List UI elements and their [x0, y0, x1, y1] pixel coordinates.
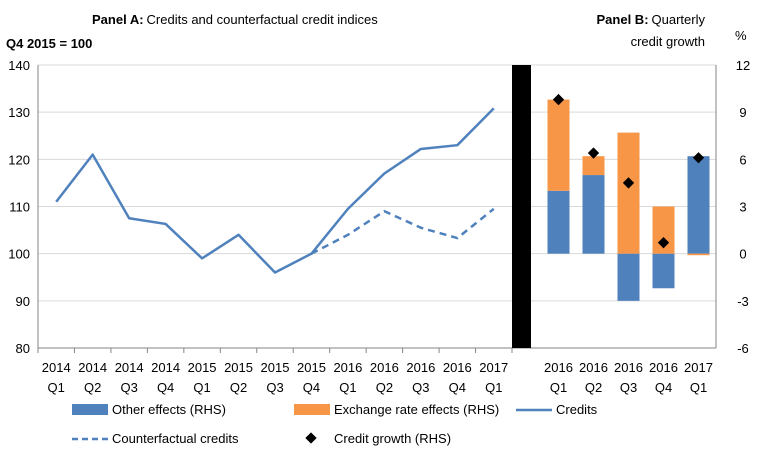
y-tick-label-right: 0	[739, 247, 746, 262]
x-tick-label-a-quarter: Q1	[193, 380, 210, 395]
panel-b-ylabel: %	[735, 28, 747, 43]
x-tick-label-a-year: 2016	[443, 360, 472, 375]
panel-b-title-line2: credit growth	[631, 34, 705, 49]
x-tick-label-b-year: 2017	[684, 360, 713, 375]
y-tick-label-left: 90	[16, 294, 30, 309]
bar-exchange-rate-2017-q1	[687, 253, 710, 256]
y-tick-label-left: 140	[8, 58, 30, 73]
x-tick-label-a-year: 2015	[297, 360, 326, 375]
x-tick-label-b-quarter: Q3	[620, 380, 637, 395]
legend-swatch-other-effects	[72, 404, 108, 415]
series-line-credits	[55, 107, 495, 274]
credit-growth-marker-2016-q2	[587, 147, 600, 159]
x-tick-label-a-year: 2015	[224, 360, 253, 375]
panel-b-label: Panel B:	[597, 12, 649, 27]
bar-exchange-rate-2016-q3	[617, 132, 640, 254]
panel-b-title-line1: Panel B: Quarterly	[597, 12, 706, 27]
x-tick-label-b-year: 2016	[649, 360, 678, 375]
panel-a-label: Panel A:	[92, 12, 144, 27]
bar-other-effects-2016-q2	[582, 175, 605, 254]
x-tick-label-b-quarter: Q4	[655, 380, 672, 395]
x-tick-label-a-quarter: Q1	[485, 380, 502, 395]
bar-exchange-rate-2016-q2	[582, 156, 605, 176]
panel-a-title-text: Credits and counterfactual credit indice…	[147, 12, 379, 27]
y-tick-label-right: 9	[739, 105, 746, 120]
x-tick-label-b-year: 2016	[579, 360, 608, 375]
legend: Other effects (RHS) Exchange rate effect…	[72, 402, 598, 446]
x-tick-label-a-year: 2017	[479, 360, 508, 375]
x-tick-label-a-year: 2016	[333, 360, 362, 375]
y-tick-label-left: 80	[16, 341, 30, 356]
bar-exchange-rate-2016-q4	[652, 206, 675, 254]
panel-b-title-text1: Quarterly	[652, 12, 706, 27]
legend-label-exchange-rate: Exchange rate effects (RHS)	[334, 402, 499, 417]
legend-label-credit-growth: Credit growth (RHS)	[334, 431, 451, 446]
legend-swatch-credit-growth	[305, 432, 317, 444]
x-tick-label-a-quarter: Q4	[157, 380, 174, 395]
axes	[37, 65, 717, 353]
x-tick-label-a-quarter: Q2	[376, 380, 393, 395]
legend-swatch-exchange-rate	[294, 404, 330, 415]
bar-other-effects-2016-q1	[547, 190, 570, 254]
x-tick-label-a-quarter: Q1	[339, 380, 356, 395]
panel-a-title: Panel A: Credits and counterfactual credi…	[92, 12, 378, 27]
x-tick-label-a-quarter: Q3	[412, 380, 429, 395]
panel-a-ylabel: Q4 2015 = 100	[6, 36, 92, 51]
x-tick-label-a-year: 2014	[151, 360, 180, 375]
y-tick-label-left: 110	[9, 200, 30, 215]
legend-label-counterfactual: Counterfactual credits	[112, 431, 239, 446]
x-tick-label-a-quarter: Q2	[84, 380, 101, 395]
bar-other-effects-2016-q3	[617, 253, 640, 301]
y-tick-label-left: 130	[8, 105, 30, 120]
x-tick-label-a-year: 2015	[188, 360, 217, 375]
x-tick-label-a-year: 2014	[115, 360, 144, 375]
x-tick-label-a-quarter: Q1	[48, 380, 65, 395]
x-tick-label-a-quarter: Q3	[266, 380, 283, 395]
y-tick-label-right: -6	[737, 341, 749, 356]
y-tick-label-right: -3	[737, 294, 749, 309]
y-tick-label-left: 120	[8, 152, 30, 167]
credit-growth-marker-2016-q4	[657, 237, 670, 249]
series-line-counterfactual	[310, 207, 495, 255]
gridlines	[38, 64, 716, 349]
x-tick-label-a-quarter: Q4	[449, 380, 466, 395]
x-tick-label-a-year: 2016	[406, 360, 435, 375]
line-series	[55, 107, 495, 274]
x-tick-label-b-quarter: Q1	[690, 380, 707, 395]
x-tick-label-a-year: 2014	[42, 360, 71, 375]
legend-label-other-effects: Other effects (RHS)	[112, 402, 226, 417]
x-tick-label-b-year: 2016	[544, 360, 573, 375]
tick-labels: 2014 Q1 2014 Q2 2014 Q3 2014 Q4 2015 Q1 2015 Q2 2015…	[8, 58, 750, 395]
y-tick-label-right: 12	[736, 58, 750, 73]
bar-other-effects-2017-q1	[687, 156, 710, 254]
y-tick-label-right: 6	[739, 152, 746, 167]
bar-series	[547, 99, 710, 301]
credit-growth-marker-2017-q1	[692, 152, 705, 164]
x-tick-label-a-year: 2016	[370, 360, 399, 375]
y-tick-label-left: 100	[8, 247, 30, 262]
x-tick-label-b-quarter: Q1	[550, 380, 567, 395]
x-tick-label-a-quarter: Q2	[230, 380, 247, 395]
x-tick-label-b-year: 2016	[614, 360, 643, 375]
bar-other-effects-2016-q4	[652, 253, 675, 289]
panel-separator	[512, 65, 531, 348]
x-tick-label-a-quarter: Q4	[303, 380, 320, 395]
y-tick-label-right: 3	[739, 200, 746, 215]
bar-exchange-rate-2016-q1	[547, 99, 570, 191]
x-tick-label-a-year: 2014	[78, 360, 107, 375]
x-tick-label-a-quarter: Q3	[120, 380, 137, 395]
legend-label-credits: Credits	[556, 402, 598, 417]
credit-growth-marker-2016-q3	[622, 177, 635, 189]
x-tick-label-b-quarter: Q2	[585, 380, 602, 395]
x-tick-label-a-year: 2015	[261, 360, 290, 375]
